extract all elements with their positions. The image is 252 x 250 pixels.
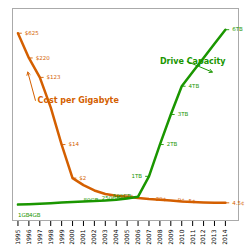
svg-text:6TB: 6TB <box>232 26 243 32</box>
svg-text:$14: $14 <box>68 141 79 147</box>
svg-text:2011: 2011 <box>189 229 196 244</box>
svg-text:$2: $2 <box>79 175 86 181</box>
svg-text:1995: 1995 <box>14 229 21 244</box>
svg-text:3TB: 3TB <box>178 111 189 117</box>
svg-text:4.5¢: 4.5¢ <box>232 200 244 206</box>
svg-text:4TB: 4TB <box>189 83 200 89</box>
svg-text:2TB: 2TB <box>167 141 178 147</box>
svg-text:1GB: 1GB <box>18 212 30 219</box>
svg-text:80GB: 80GB <box>83 197 98 203</box>
svg-text:29¢: 29¢ <box>156 196 167 202</box>
svg-text:500GB: 500GB <box>113 193 132 199</box>
svg-text:2001: 2001 <box>79 229 86 244</box>
svg-text:Drive Capacity: Drive Capacity <box>160 57 226 66</box>
svg-text:2004: 2004 <box>112 229 119 244</box>
svg-text:2012: 2012 <box>199 229 206 244</box>
svg-text:5¢: 5¢ <box>189 198 196 204</box>
svg-text:$220: $220 <box>36 55 50 61</box>
svg-text:Cost per Gigabyte: Cost per Gigabyte <box>38 96 120 105</box>
svg-text:2010: 2010 <box>178 229 185 244</box>
svg-text:250GB: 250GB <box>101 195 121 202</box>
svg-text:9¢: 9¢ <box>178 197 185 203</box>
svg-text:2014: 2014 <box>221 229 228 244</box>
svg-text:1998: 1998 <box>47 229 54 244</box>
svg-text:2005: 2005 <box>123 229 130 244</box>
svg-text:1996: 1996 <box>25 229 32 244</box>
svg-text:2006: 2006 <box>134 229 141 244</box>
svg-text:2009: 2009 <box>167 229 174 244</box>
svg-text:2008: 2008 <box>156 229 163 244</box>
svg-text:$625: $625 <box>25 30 39 36</box>
svg-text:2003: 2003 <box>101 229 108 244</box>
svg-text:1999: 1999 <box>58 229 65 244</box>
svg-text:1997: 1997 <box>36 229 43 244</box>
svg-text:4GB: 4GB <box>29 212 41 218</box>
svg-text:2013: 2013 <box>210 229 217 244</box>
svg-text:2000: 2000 <box>68 229 75 244</box>
svg-text:2007: 2007 <box>145 229 152 244</box>
svg-text:2002: 2002 <box>90 229 97 244</box>
svg-text:$123: $123 <box>47 74 61 80</box>
svg-text:1TB: 1TB <box>132 173 143 179</box>
